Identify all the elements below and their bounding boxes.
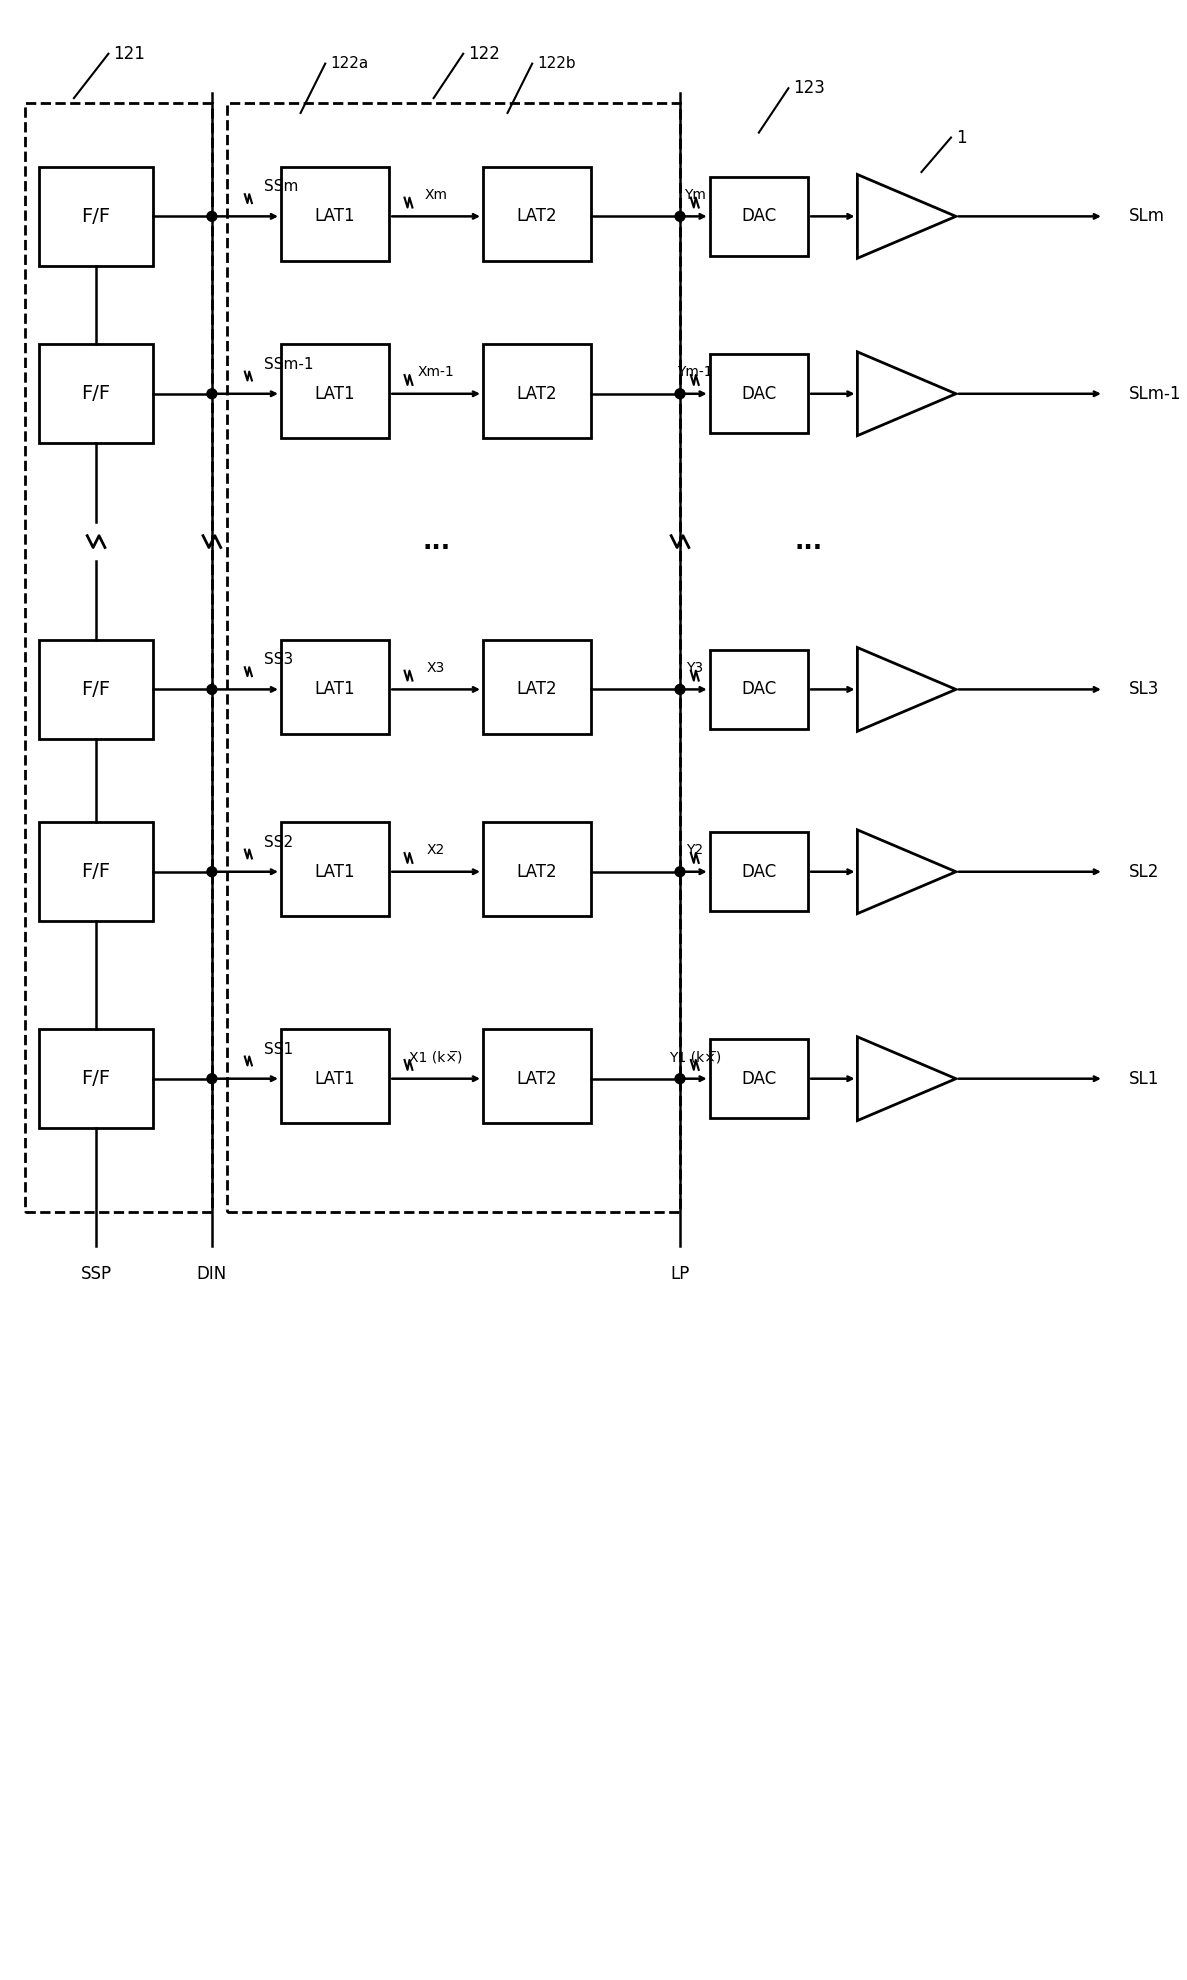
Text: ...: ... <box>794 529 823 554</box>
Text: LAT2: LAT2 <box>516 863 558 881</box>
Bar <box>39 822 153 921</box>
Text: SS1: SS1 <box>265 1041 293 1057</box>
Bar <box>39 640 153 739</box>
Text: SLm-1: SLm-1 <box>1129 384 1181 402</box>
Text: Ym-1: Ym-1 <box>677 364 712 378</box>
Text: Y2: Y2 <box>686 843 704 857</box>
Text: SSP: SSP <box>81 1265 112 1283</box>
Text: 122b: 122b <box>537 55 576 71</box>
Text: LAT1: LAT1 <box>315 384 355 402</box>
Bar <box>227 103 680 1212</box>
Bar <box>710 832 808 911</box>
Circle shape <box>675 388 685 398</box>
Text: DIN: DIN <box>197 1265 227 1283</box>
Text: LAT1: LAT1 <box>315 681 355 699</box>
Text: LAT2: LAT2 <box>516 1069 558 1087</box>
Bar <box>39 1030 153 1129</box>
Text: SS3: SS3 <box>265 651 293 667</box>
Text: Y3: Y3 <box>686 661 704 675</box>
Text: LAT1: LAT1 <box>315 208 355 226</box>
Bar <box>710 1040 808 1119</box>
Text: Xm: Xm <box>425 188 447 202</box>
Text: SL3: SL3 <box>1129 681 1159 699</box>
Circle shape <box>207 1073 217 1083</box>
Text: F/F: F/F <box>82 1069 110 1089</box>
Text: SS2: SS2 <box>265 836 293 849</box>
Text: 1: 1 <box>956 129 966 147</box>
Text: 122: 122 <box>468 46 500 63</box>
Bar <box>710 354 808 434</box>
Bar <box>483 345 591 438</box>
Bar <box>281 640 389 735</box>
Bar <box>39 166 153 265</box>
Text: Ym: Ym <box>684 188 706 202</box>
Text: 123: 123 <box>793 79 825 97</box>
Text: LAT2: LAT2 <box>516 681 558 699</box>
Text: Xm-1: Xm-1 <box>418 364 455 378</box>
Circle shape <box>675 867 685 877</box>
Bar <box>281 822 389 917</box>
Text: LAT1: LAT1 <box>315 863 355 881</box>
Bar <box>710 649 808 729</box>
Text: SSm: SSm <box>265 180 298 194</box>
Text: LAT2: LAT2 <box>516 208 558 226</box>
Circle shape <box>207 685 217 695</box>
Bar <box>483 822 591 917</box>
Circle shape <box>207 212 217 222</box>
Bar <box>281 166 389 261</box>
Text: F/F: F/F <box>82 679 110 699</box>
Circle shape <box>207 867 217 877</box>
Text: DAC: DAC <box>741 1069 776 1087</box>
Text: SL2: SL2 <box>1129 863 1159 881</box>
Text: DAC: DAC <box>741 863 776 881</box>
Bar <box>25 103 212 1212</box>
Text: SLm: SLm <box>1129 208 1164 226</box>
Bar <box>710 176 808 255</box>
Text: X3: X3 <box>427 661 445 675</box>
Text: LAT1: LAT1 <box>315 1069 355 1087</box>
Text: 122a: 122a <box>330 55 368 71</box>
Circle shape <box>207 388 217 398</box>
Text: SL1: SL1 <box>1129 1069 1159 1087</box>
Bar <box>483 640 591 735</box>
Bar <box>39 345 153 444</box>
Text: ...: ... <box>423 529 450 554</box>
Bar <box>281 1030 389 1123</box>
Circle shape <box>675 1073 685 1083</box>
Text: DAC: DAC <box>741 384 776 402</box>
Text: DAC: DAC <box>741 681 776 699</box>
Text: F/F: F/F <box>82 861 110 881</box>
Circle shape <box>675 685 685 695</box>
Text: F/F: F/F <box>82 384 110 404</box>
Text: X2: X2 <box>427 843 445 857</box>
Bar <box>483 1030 591 1123</box>
Text: 121: 121 <box>113 46 145 63</box>
Text: LP: LP <box>671 1265 690 1283</box>
Text: LAT2: LAT2 <box>516 384 558 402</box>
Text: DAC: DAC <box>741 208 776 226</box>
Text: Y1 (k×̅̅): Y1 (k×̅̅) <box>668 1049 721 1063</box>
Text: F/F: F/F <box>82 206 110 226</box>
Bar <box>483 166 591 261</box>
Bar <box>281 345 389 438</box>
Text: SSm-1: SSm-1 <box>265 356 313 372</box>
Circle shape <box>675 212 685 222</box>
Text: X1 (k×̅̅): X1 (k×̅̅) <box>410 1049 463 1063</box>
